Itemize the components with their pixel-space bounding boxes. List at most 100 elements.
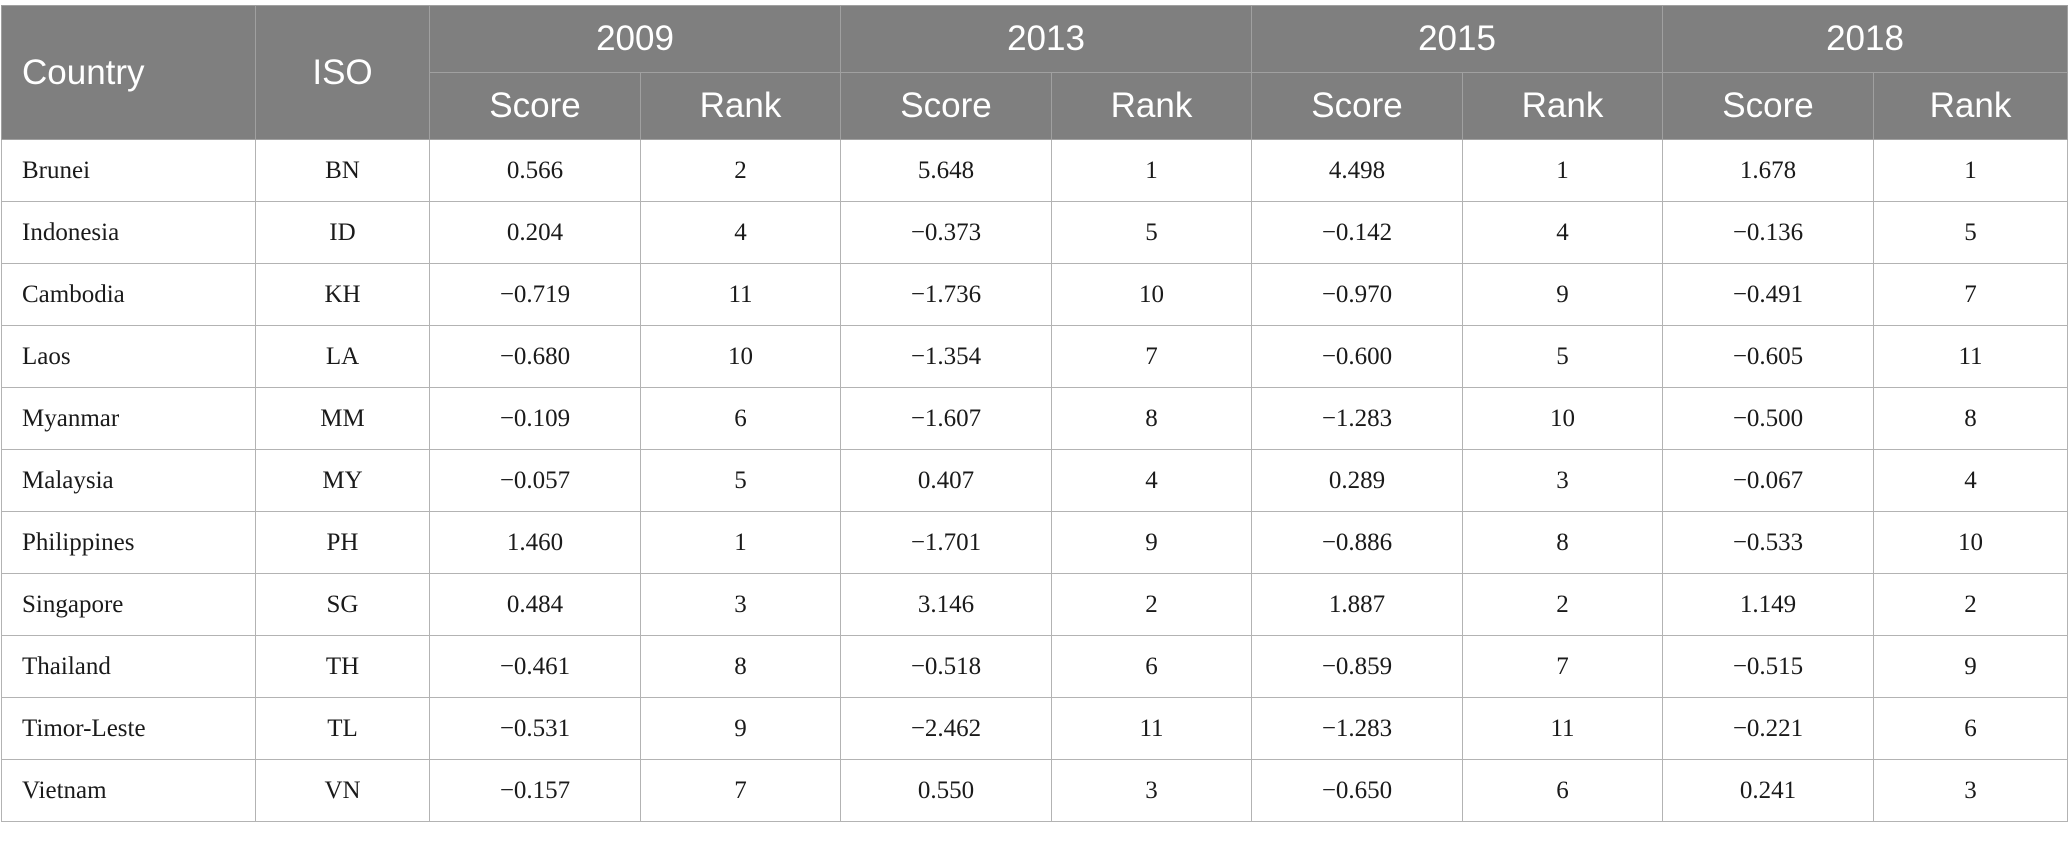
cell-score-2009: −0.719 <box>429 263 641 326</box>
table-row: Cambodia KH −0.719 11 −1.736 10 −0.970 9 −0.491 7 <box>1 263 2068 326</box>
table-row: Timor-Leste TL −0.531 9 −2.462 11 −1.283 11 −0.2… <box>1 697 2068 760</box>
cell-rank-2018: 11 <box>1873 325 2068 388</box>
cell-rank-2015: 3 <box>1462 449 1663 512</box>
cell-score-2015: −0.859 <box>1251 635 1463 698</box>
cell-score-2013: −0.373 <box>840 201 1052 264</box>
cell-rank-2013: 4 <box>1051 449 1252 512</box>
data-table: Country ISO 2009 2013 2015 2018 Score Ra… <box>1 5 2068 822</box>
cell-rank-2018: 9 <box>1873 635 2068 698</box>
cell-iso: LA <box>255 325 430 388</box>
cell-rank-2018: 3 <box>1873 759 2068 822</box>
header-iso: ISO <box>255 5 430 140</box>
header-rank-2018: Rank <box>1873 72 2068 140</box>
cell-country: Cambodia <box>1 263 256 326</box>
cell-score-2018: −0.533 <box>1662 511 1874 574</box>
cell-country: Indonesia <box>1 201 256 264</box>
cell-score-2013: −1.607 <box>840 387 1052 450</box>
cell-rank-2013: 9 <box>1051 511 1252 574</box>
cell-score-2013: −1.354 <box>840 325 1052 388</box>
cell-iso: TH <box>255 635 430 698</box>
cell-score-2018: 1.678 <box>1662 139 1874 202</box>
cell-rank-2009: 9 <box>640 697 841 760</box>
cell-country: Brunei <box>1 139 256 202</box>
cell-score-2013: −2.462 <box>840 697 1052 760</box>
cell-iso: MM <box>255 387 430 450</box>
cell-score-2009: −0.157 <box>429 759 641 822</box>
cell-score-2013: 5.648 <box>840 139 1052 202</box>
cell-score-2015: −1.283 <box>1251 697 1463 760</box>
cell-rank-2015: 4 <box>1462 201 1663 264</box>
cell-score-2009: −0.109 <box>429 387 641 450</box>
cell-score-2018: −0.067 <box>1662 449 1874 512</box>
cell-score-2013: 3.146 <box>840 573 1052 636</box>
cell-iso: VN <box>255 759 430 822</box>
cell-score-2013: −1.701 <box>840 511 1052 574</box>
cell-country: Laos <box>1 325 256 388</box>
cell-rank-2009: 11 <box>640 263 841 326</box>
cell-score-2013: 0.550 <box>840 759 1052 822</box>
cell-rank-2009: 3 <box>640 573 841 636</box>
cell-rank-2009: 8 <box>640 635 841 698</box>
table-row: Brunei BN 0.566 2 5.648 1 4.498 1 1.678 1 <box>1 139 2068 202</box>
cell-score-2015: 1.887 <box>1251 573 1463 636</box>
cell-rank-2015: 5 <box>1462 325 1663 388</box>
cell-rank-2009: 4 <box>640 201 841 264</box>
cell-rank-2018: 10 <box>1873 511 2068 574</box>
cell-rank-2015: 8 <box>1462 511 1663 574</box>
cell-rank-2015: 2 <box>1462 573 1663 636</box>
header-rank-2009: Rank <box>640 72 841 140</box>
cell-rank-2018: 7 <box>1873 263 2068 326</box>
cell-rank-2013: 11 <box>1051 697 1252 760</box>
cell-country: Myanmar <box>1 387 256 450</box>
cell-iso: PH <box>255 511 430 574</box>
table-row: Singapore SG 0.484 3 3.146 2 1.887 2 1.149 2 <box>1 573 2068 636</box>
cell-score-2015: −0.886 <box>1251 511 1463 574</box>
table-header: Country ISO 2009 2013 2015 2018 Score Ra… <box>1 5 2068 140</box>
header-score-2015: Score <box>1251 72 1463 140</box>
cell-rank-2013: 2 <box>1051 573 1252 636</box>
cell-iso: ID <box>255 201 430 264</box>
header-year-2015: 2015 <box>1251 5 1663 73</box>
cell-country: Timor-Leste <box>1 697 256 760</box>
cell-rank-2015: 1 <box>1462 139 1663 202</box>
cell-country: Vietnam <box>1 759 256 822</box>
cell-rank-2018: 8 <box>1873 387 2068 450</box>
cell-score-2009: −0.531 <box>429 697 641 760</box>
table-body: Brunei BN 0.566 2 5.648 1 4.498 1 1.678 1 Indonesi… <box>1 139 2068 822</box>
cell-rank-2015: 11 <box>1462 697 1663 760</box>
cell-country: Singapore <box>1 573 256 636</box>
cell-rank-2013: 5 <box>1051 201 1252 264</box>
cell-country: Philippines <box>1 511 256 574</box>
cell-score-2013: 0.407 <box>840 449 1052 512</box>
cell-rank-2009: 2 <box>640 139 841 202</box>
cell-rank-2013: 7 <box>1051 325 1252 388</box>
cell-iso: BN <box>255 139 430 202</box>
cell-score-2009: 0.484 <box>429 573 641 636</box>
cell-country: Thailand <box>1 635 256 698</box>
table-row: Indonesia ID 0.204 4 −0.373 5 −0.142 4 −0.136 5 <box>1 201 2068 264</box>
header-rank-2015: Rank <box>1462 72 1663 140</box>
cell-score-2015: −0.650 <box>1251 759 1463 822</box>
cell-score-2009: 1.460 <box>429 511 641 574</box>
cell-rank-2013: 3 <box>1051 759 1252 822</box>
cell-iso: SG <box>255 573 430 636</box>
cell-score-2009: −0.057 <box>429 449 641 512</box>
cell-score-2018: −0.500 <box>1662 387 1874 450</box>
table-row: Malaysia MY −0.057 5 0.407 4 0.289 3 −0.067 4 <box>1 449 2068 512</box>
cell-score-2018: −0.515 <box>1662 635 1874 698</box>
cell-score-2018: −0.605 <box>1662 325 1874 388</box>
cell-rank-2018: 5 <box>1873 201 2068 264</box>
table-row: Philippines PH 1.460 1 −1.701 9 −0.886 8 −0.533 1… <box>1 511 2068 574</box>
header-row-years: Country ISO 2009 2013 2015 2018 <box>1 5 2068 140</box>
cell-score-2015: −0.142 <box>1251 201 1463 264</box>
cell-rank-2009: 5 <box>640 449 841 512</box>
cell-score-2018: −0.221 <box>1662 697 1874 760</box>
cell-rank-2018: 6 <box>1873 697 2068 760</box>
table-row: Myanmar MM −0.109 6 −1.607 8 −1.283 10 −0.500 8 <box>1 387 2068 450</box>
cell-score-2013: −1.736 <box>840 263 1052 326</box>
cell-rank-2015: 7 <box>1462 635 1663 698</box>
cell-score-2015: 4.498 <box>1251 139 1463 202</box>
header-year-2013: 2013 <box>840 5 1252 73</box>
cell-score-2009: −0.461 <box>429 635 641 698</box>
cell-iso: TL <box>255 697 430 760</box>
